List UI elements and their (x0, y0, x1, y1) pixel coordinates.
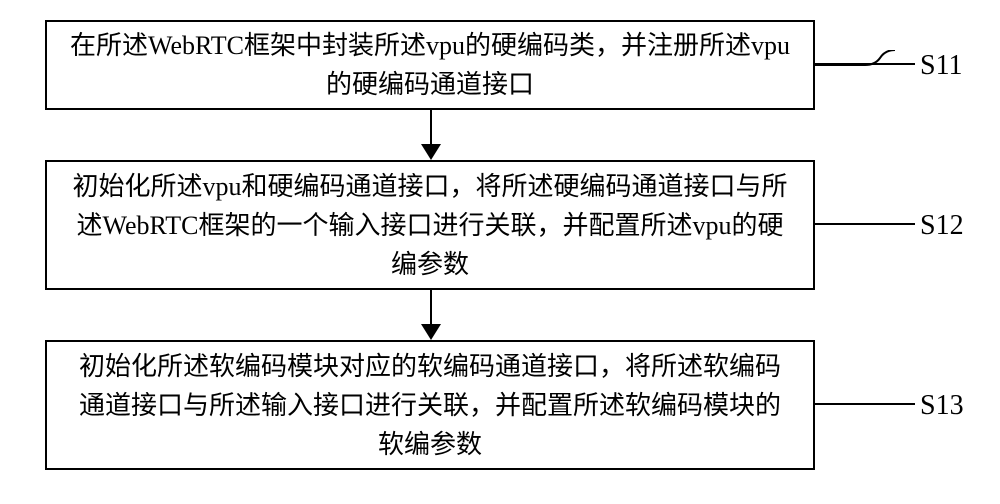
step-text-s12: 初始化所述vpu和硬编码通道接口，将所述硬编码通道接口与所述WebRTC框架的一… (67, 167, 793, 284)
label-line-s13 (815, 403, 915, 405)
arrow-head-s11-s12 (421, 144, 441, 160)
step-text-s11: 在所述WebRTC框架中封装所述vpu的硬编码类，并注册所述vpu的硬编码通道接… (67, 26, 793, 104)
step-box-s11: 在所述WebRTC框架中封装所述vpu的硬编码类，并注册所述vpu的硬编码通道接… (45, 20, 815, 110)
arrow-head-s12-s13 (421, 324, 441, 340)
arrow-s11-s12 (430, 110, 432, 145)
step-label-s11: S11 (920, 50, 963, 82)
step-label-s13: S13 (920, 390, 964, 422)
label-line-s12 (815, 223, 915, 225)
step-label-s12: S12 (920, 210, 964, 242)
step-box-s13: 初始化所述软编码模块对应的软编码通道接口，将所述软编码通道接口与所述输入接口进行… (45, 340, 815, 470)
flowchart-container: 在所述WebRTC框架中封装所述vpu的硬编码类，并注册所述vpu的硬编码通道接… (0, 0, 1000, 504)
arrow-s12-s13 (430, 290, 432, 325)
step-box-s12: 初始化所述vpu和硬编码通道接口，将所述硬编码通道接口与所述WebRTC框架的一… (45, 160, 815, 290)
label-connector-s11 (815, 50, 920, 80)
label-line-s11 (815, 63, 915, 65)
step-text-s13: 初始化所述软编码模块对应的软编码通道接口，将所述软编码通道接口与所述输入接口进行… (67, 347, 793, 464)
